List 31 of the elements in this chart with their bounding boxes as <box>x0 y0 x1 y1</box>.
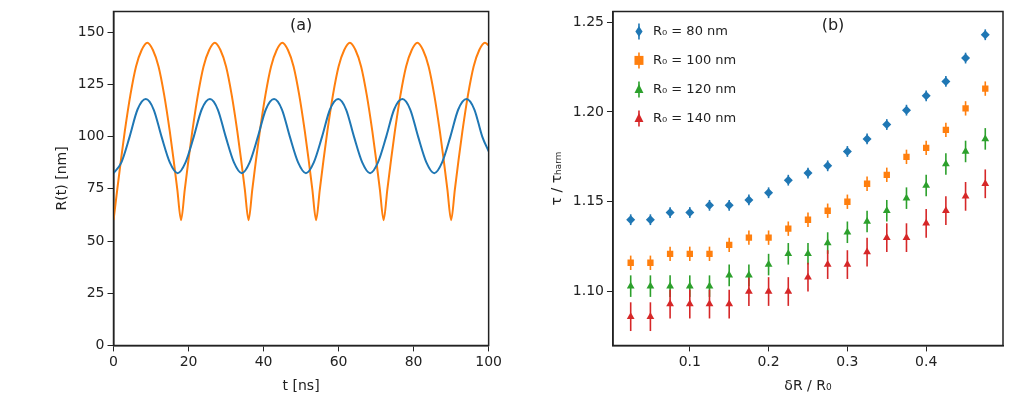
legend-label: R₀ = 140 nm <box>652 109 737 125</box>
x-axis-title: δR / R₀ <box>784 377 832 394</box>
x-tick-label: 0.2 <box>757 353 780 370</box>
legend-label: R₀ = 80 nm <box>652 22 728 38</box>
x-tick-label: 60 <box>329 353 348 370</box>
y-tick-label: 50 <box>86 231 105 248</box>
y-tick-label: 125 <box>77 75 105 92</box>
x-tick-label: 0 <box>109 353 118 370</box>
x-tick-label: 100 <box>475 353 503 370</box>
x-tick-label: 80 <box>404 353 423 370</box>
x-tick-label: 20 <box>179 353 198 370</box>
y-axis-title: R(t) [nm] <box>53 146 70 211</box>
legend-label: R₀ = 100 nm <box>652 51 737 67</box>
annotation: (a) <box>289 14 313 34</box>
legend-label: R₀ = 120 nm <box>652 80 737 96</box>
x-tick-label: 0.1 <box>678 353 701 370</box>
y-tick-label: 75 <box>86 179 105 196</box>
y-tick-label: 0 <box>95 336 105 353</box>
annotation: (b) <box>821 14 845 34</box>
y-tick-label: 150 <box>77 22 105 39</box>
y-axis-title: τ / τₕₐᵣₘ <box>548 151 565 206</box>
y-tick-label: 25 <box>86 283 105 300</box>
y-tick-label: 1.10 <box>572 282 604 299</box>
x-tick-label: 0.4 <box>915 353 938 370</box>
y-tick-label: 1.20 <box>572 102 604 119</box>
y-tick-label: 100 <box>77 127 105 144</box>
x-tick-label: 40 <box>254 353 273 370</box>
y-tick-label: 1.25 <box>572 12 604 29</box>
x-tick-label: 0.3 <box>836 353 859 370</box>
y-tick-label: 1.15 <box>572 192 604 209</box>
x-axis-title: t [ns] <box>282 377 320 394</box>
